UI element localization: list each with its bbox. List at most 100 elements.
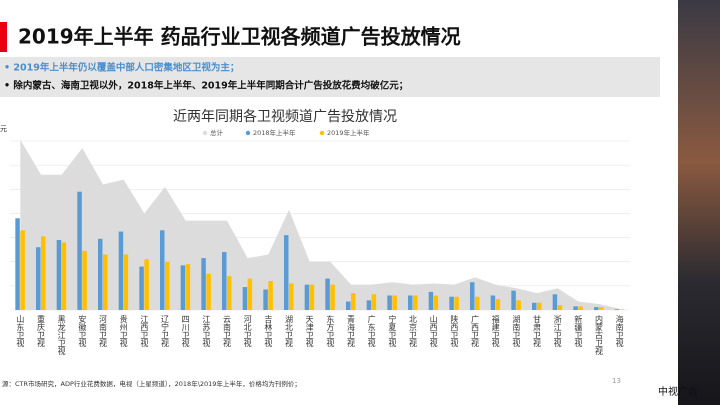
bar [227, 276, 232, 310]
bar [366, 300, 372, 310]
x-tick-label: 青海卫视 [347, 314, 356, 348]
bar [557, 305, 563, 310]
x-tick-label: 重庆卫视 [37, 314, 46, 348]
x-tick-label: 海南卫视 [615, 314, 624, 348]
bar [41, 236, 46, 310]
bar [160, 230, 165, 310]
bar [180, 265, 186, 310]
bar [537, 302, 542, 310]
bar [304, 284, 310, 310]
total-area [20, 139, 620, 310]
x-tick-label: 吉林卫视 [264, 315, 273, 348]
bar [118, 231, 124, 310]
x-tick-label: 安徽卫视 [78, 314, 87, 348]
x-tick-label: 天津卫视 [305, 315, 314, 348]
bar [98, 238, 103, 310]
x-tick-label: 江西卫视 [140, 315, 149, 348]
bar [144, 259, 149, 310]
x-tick-label: 湖北卫视 [285, 315, 294, 348]
x-tick-label: 黑龙江卫视 [57, 315, 66, 356]
x-tick-label: 云南卫视 [223, 315, 232, 348]
bar [433, 295, 439, 310]
bar [20, 230, 25, 310]
bar [185, 264, 191, 310]
bar [408, 295, 413, 310]
summary-band [0, 57, 660, 97]
bar [490, 295, 496, 310]
x-tick-label: 江苏卫视 [202, 315, 211, 348]
bar [573, 306, 578, 310]
bar [139, 266, 144, 310]
source-note: 源：CTR市场研究，ADP行业花费数据，电视（上星频道），2018年\2019年… [2, 379, 301, 388]
legend-label: 2019年上半年 [327, 128, 370, 137]
bar [351, 293, 356, 310]
bar [15, 218, 20, 310]
x-tick-label: 贵州卫视 [119, 314, 128, 348]
x-tick-label: 四川卫视 [181, 315, 190, 348]
legend-label: 总计 [210, 128, 224, 137]
bar [449, 296, 454, 310]
bar [594, 307, 599, 310]
bar [61, 242, 67, 310]
bar [392, 295, 397, 310]
page-number: 13 [612, 377, 621, 385]
x-tick-label: 新疆卫视 [574, 314, 583, 348]
bar [284, 235, 289, 310]
bar [325, 278, 330, 310]
bar [614, 309, 620, 310]
bar [103, 254, 108, 310]
bar [36, 247, 41, 310]
legend-swatch [202, 130, 208, 136]
bar [165, 261, 170, 310]
x-tick-label: 内蒙古卫视 [595, 314, 604, 356]
x-tick-label: 福建卫视 [491, 315, 500, 348]
bar [222, 252, 227, 310]
x-tick-label: 广西卫视 [471, 314, 480, 348]
bar [123, 254, 129, 310]
bar [387, 295, 392, 310]
bar [413, 295, 418, 310]
x-tick-label: 湖南卫视 [512, 315, 521, 348]
bar [454, 296, 459, 310]
bullet: • 除内蒙古、海南卫视以外，2018年上半年、2019年上半年同期合计广告投放花… [4, 80, 408, 92]
x-tick-label: 北京卫视 [409, 315, 418, 348]
x-tick-label: 浙江卫视 [553, 314, 562, 348]
x-tick-label: 河北卫视 [243, 314, 252, 348]
bar [475, 296, 480, 310]
bar [428, 291, 434, 310]
bar [206, 273, 211, 310]
bar [263, 289, 268, 310]
title-accent [0, 22, 7, 52]
bar [495, 299, 501, 310]
legend-swatch [319, 130, 325, 136]
bar [552, 294, 558, 310]
x-tick-label: 山西卫视 [429, 314, 438, 348]
bar [242, 287, 248, 310]
x-tick-label: 陕西卫视 [450, 314, 459, 348]
bar [578, 306, 583, 310]
x-tick-label: 辽宁卫视 [161, 315, 170, 348]
bar [56, 239, 62, 310]
bar [346, 301, 351, 310]
x-tick-label: 山东卫视 [16, 314, 25, 348]
x-tick-label: 甘肃卫视 [533, 314, 542, 348]
bar [516, 300, 521, 310]
bar [268, 281, 273, 310]
bar [470, 282, 475, 310]
bar [309, 284, 315, 310]
bar [511, 290, 516, 310]
slide-title: 2019年上半年 药品行业卫视各频道广告投放情况 [18, 25, 461, 49]
bar [247, 278, 253, 310]
x-tick-label: 河南卫视 [99, 314, 108, 348]
bar [82, 250, 87, 310]
y-axis-label: 元 [0, 125, 7, 133]
photo-strip [678, 0, 720, 405]
chart-title: 近两年同期各卫视频道广告投放情况 [173, 109, 397, 125]
bar [371, 294, 377, 310]
legend-label: 2018年上半年 [253, 128, 296, 137]
bar [201, 258, 206, 310]
bullet: • 2019年上半年仍以覆盖中部人口密集地区卫视为主； [4, 62, 239, 74]
x-tick-label: 东方卫视 [326, 314, 335, 348]
bar [532, 302, 537, 310]
